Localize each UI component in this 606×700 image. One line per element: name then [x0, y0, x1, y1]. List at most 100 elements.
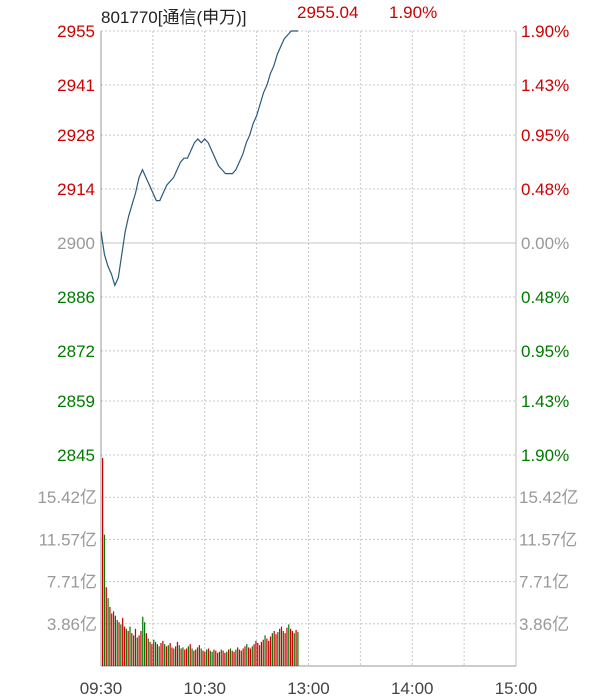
volume-bar [147, 638, 149, 666]
price-tick-label: 2914 [57, 180, 95, 199]
percent-tick-label: 1.43% [521, 76, 569, 95]
volume-bar [131, 633, 133, 666]
volume-tick-label-left: 15.42亿 [37, 488, 97, 507]
price-tick-label: 2900 [57, 234, 95, 253]
volume-bar [291, 630, 294, 666]
percent-tick-label: 0.95% [521, 126, 569, 145]
volume-bar [280, 626, 283, 666]
volume-bar [158, 646, 160, 666]
volume-bar [231, 650, 233, 666]
volume-bar [120, 624, 122, 666]
volume-bar [175, 646, 177, 666]
volume-bar [171, 647, 173, 666]
volume-bar [235, 649, 237, 666]
volume-bar [240, 650, 242, 666]
volume-bar [127, 630, 129, 666]
percent-tick-label: 0.48% [521, 288, 569, 307]
volume-bar [284, 633, 286, 666]
price-tick-label: 2845 [57, 446, 95, 465]
volume-tick-label-left: 7.71亿 [47, 573, 97, 592]
volume-tick-label-right: 11.57亿 [519, 530, 577, 549]
time-tick-label: 15:00 [495, 679, 538, 698]
volume-bar [222, 650, 224, 666]
volume-bar [249, 648, 252, 666]
price-tick-label: 2941 [57, 76, 95, 95]
volume-bar [288, 624, 290, 666]
index-price: 2955.04 [297, 3, 359, 22]
volume-bar [207, 648, 210, 666]
time-tick-label: 09:30 [80, 679, 123, 698]
volume-bar [164, 644, 166, 666]
volume-bar [277, 632, 279, 666]
volume-bar [279, 628, 281, 666]
volume-bar [293, 633, 295, 666]
volume-bar [112, 611, 115, 666]
volume-bar [289, 628, 292, 666]
volume-bar [136, 637, 138, 666]
volume-bar [125, 628, 127, 666]
percent-tick-label: 1.43% [521, 392, 569, 411]
volume-tick-label-right: 7.71亿 [519, 573, 569, 592]
volume-bar [215, 650, 217, 666]
volume-bar [122, 617, 124, 666]
volume-bar [178, 645, 180, 666]
volume-bar [233, 651, 235, 666]
volume-bar [138, 635, 140, 666]
volume-bar [226, 651, 228, 666]
volume-bar [269, 636, 272, 666]
price-tick-label: 2886 [57, 288, 95, 307]
volume-bar [151, 644, 153, 666]
volume-bar [246, 644, 248, 666]
volume-bar [238, 649, 241, 666]
volume-bar [224, 652, 226, 666]
volume-bar [118, 622, 120, 666]
volume-bar [180, 648, 182, 666]
price-tick-label: 2955 [57, 22, 95, 41]
volume-bar [105, 587, 107, 666]
volume-bar [193, 650, 195, 666]
volume-bar [109, 606, 111, 666]
volume-tick-label-left: 3.86亿 [47, 615, 97, 634]
volume-bar [169, 643, 171, 666]
volume-bar [213, 649, 215, 666]
volume-bar [271, 633, 273, 666]
volume-bar [140, 630, 142, 666]
volume-bar [209, 650, 211, 666]
volume-tick-label-right: 3.86亿 [519, 615, 569, 634]
volume-bar [167, 645, 169, 666]
volume-bar [204, 651, 206, 666]
price-tick-label: 2859 [57, 392, 95, 411]
volume-bar [111, 613, 113, 666]
volume-bar [153, 639, 155, 666]
volume-bar [162, 640, 164, 666]
volume-bar [218, 651, 221, 666]
volume-bar [176, 641, 179, 666]
volume-bar [266, 638, 268, 666]
volume-bar [114, 615, 117, 666]
volume-bar [282, 630, 284, 666]
volume-bar [237, 647, 239, 666]
volume-bar [165, 646, 168, 666]
volume-bar [273, 630, 275, 666]
volume-bar [242, 648, 244, 666]
price-tick-label: 2872 [57, 342, 95, 361]
volume-bar [216, 652, 219, 666]
volume-bar [257, 643, 259, 666]
volume-bar [286, 627, 288, 666]
volume-bar [182, 647, 184, 666]
volume-bar [220, 649, 222, 666]
volume-bar [295, 629, 297, 666]
volume-bar [133, 635, 135, 666]
volume-bar [275, 634, 277, 666]
volume-bar [123, 626, 126, 666]
time-tick-label: 13:00 [287, 679, 330, 698]
price-tick-label: 2928 [57, 126, 95, 145]
volume-bar [258, 645, 261, 666]
volume-bar [134, 628, 137, 666]
volume-bar [191, 648, 193, 666]
volume-bar [142, 616, 144, 666]
volume-bar [149, 641, 151, 666]
volume-bar [189, 644, 191, 666]
volume-bar [260, 641, 263, 666]
volume-bar [195, 649, 197, 666]
